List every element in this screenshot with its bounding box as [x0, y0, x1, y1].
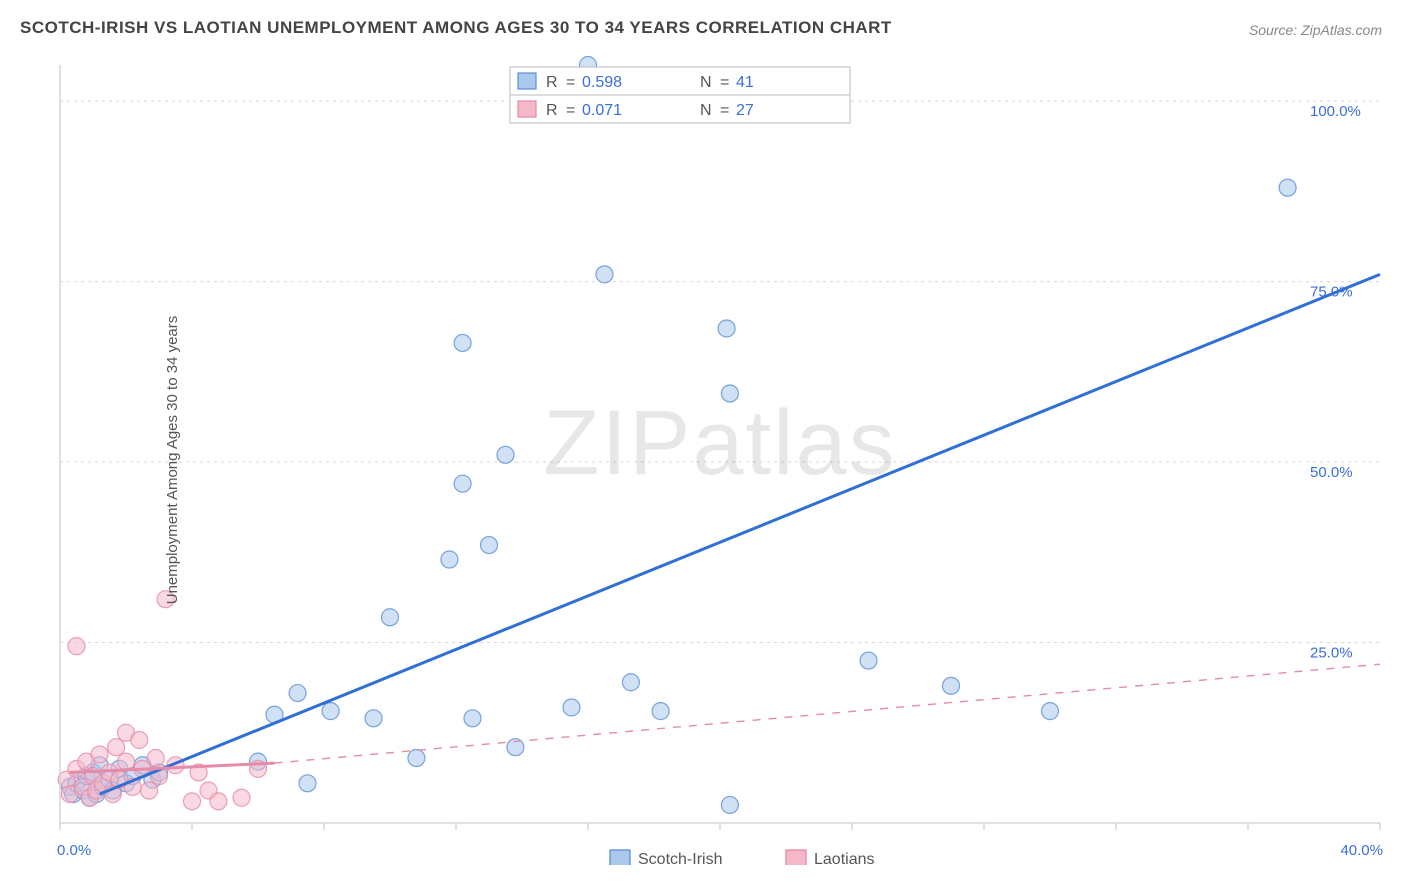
- y-tick-label: 25.0%: [1310, 645, 1353, 662]
- data-point: [184, 793, 201, 810]
- data-point: [210, 793, 227, 810]
- legend-n-label: N: [700, 102, 712, 119]
- legend-swatch: [518, 73, 536, 89]
- data-point: [1042, 703, 1059, 720]
- source-value: ZipAtlas.com: [1301, 22, 1382, 38]
- source-label: Source:: [1249, 22, 1301, 38]
- trend-line-scotch-irish: [100, 274, 1380, 794]
- x-tick-label: 0.0%: [57, 842, 91, 859]
- legend-n-value: 41: [736, 74, 754, 91]
- data-point: [322, 703, 339, 720]
- data-point: [860, 652, 877, 669]
- x-tick-label: 40.0%: [1340, 842, 1383, 859]
- y-tick-label: 100.0%: [1310, 103, 1361, 120]
- data-point: [454, 334, 471, 351]
- source-attribution: Source: ZipAtlas.com: [1249, 22, 1382, 38]
- scatter-plot-svg: ZIPatlas 0.0% 40.0% 25.0% 50.0% 75.0% 100.0% R =…: [50, 55, 1390, 865]
- data-point: [563, 699, 580, 716]
- legend-swatch: [786, 850, 806, 865]
- data-point: [289, 685, 306, 702]
- watermark-text: ZIPatlas: [543, 392, 896, 494]
- chart-title: SCOTCH-IRISH VS LAOTIAN UNEMPLOYMENT AMO…: [20, 18, 892, 38]
- data-point: [652, 703, 669, 720]
- data-point: [943, 677, 960, 694]
- chart-area: Unemployment Among Ages 30 to 34 years Z…: [50, 55, 1390, 865]
- data-point: [382, 609, 399, 626]
- legend-equals: =: [566, 102, 575, 119]
- legend-r-label: R: [546, 74, 558, 91]
- legend-series-label: Scotch-Irish: [638, 851, 722, 865]
- legend-swatch: [610, 850, 630, 865]
- legend-equals: =: [566, 74, 575, 91]
- data-point: [299, 775, 316, 792]
- data-point: [497, 446, 514, 463]
- data-point: [118, 753, 135, 770]
- legend-r-value: 0.071: [582, 102, 622, 119]
- trend-line-laotians-dash: [275, 664, 1381, 763]
- legend-r-value: 0.598: [582, 74, 622, 91]
- y-tick-label: 50.0%: [1310, 464, 1353, 481]
- y-axis-label: Unemployment Among Ages 30 to 34 years: [164, 316, 181, 605]
- data-point: [721, 796, 738, 813]
- data-point: [718, 320, 735, 337]
- legend-equals: =: [720, 74, 729, 91]
- data-point: [721, 385, 738, 402]
- data-point: [441, 551, 458, 568]
- data-point: [68, 638, 85, 655]
- data-point: [108, 739, 125, 756]
- data-point: [481, 537, 498, 554]
- legend-series-label: Laotians: [814, 851, 875, 865]
- stats-legend: R = 0.598 N = 41 R = 0.071 N = 27: [510, 67, 850, 123]
- data-point: [1279, 179, 1296, 196]
- y-tick-label: 75.0%: [1310, 284, 1353, 301]
- data-point: [233, 789, 250, 806]
- legend-n-label: N: [700, 74, 712, 91]
- data-point: [454, 475, 471, 492]
- legend-equals: =: [720, 102, 729, 119]
- legend-r-label: R: [546, 102, 558, 119]
- legend-n-value: 27: [736, 102, 754, 119]
- data-point: [464, 710, 481, 727]
- data-point: [622, 674, 639, 691]
- data-point: [131, 731, 148, 748]
- data-point: [91, 746, 108, 763]
- series-legend: Scotch-Irish Laotians: [610, 850, 875, 865]
- data-point: [141, 782, 158, 799]
- data-point: [408, 750, 425, 767]
- data-point: [147, 750, 164, 767]
- data-point: [365, 710, 382, 727]
- legend-swatch: [518, 101, 536, 117]
- data-point: [596, 266, 613, 283]
